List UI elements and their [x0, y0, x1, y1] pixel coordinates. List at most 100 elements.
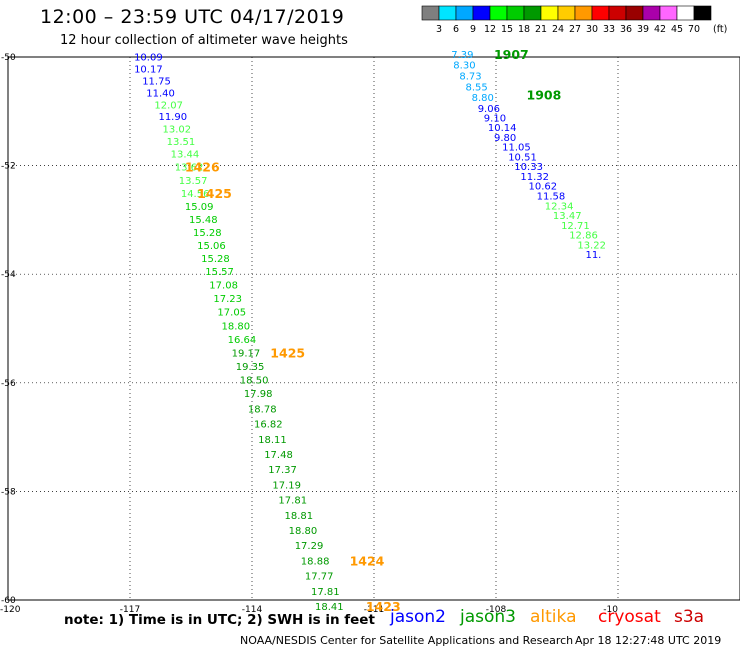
swh-point-label: 17.81	[278, 496, 307, 507]
colorbar-swatch	[438, 5, 457, 21]
colorbar-label: 27	[569, 24, 581, 35]
swh-point-label: 10.09	[134, 53, 163, 64]
swh-point-label: 17.05	[217, 308, 246, 319]
swh-point-label: 10.14	[488, 123, 517, 134]
colorbar-label: 21	[535, 24, 547, 35]
swh-point-label: 9.06	[478, 104, 500, 115]
x-tick-label: -108	[486, 605, 507, 615]
colorbar-label: 33	[603, 24, 615, 35]
chart-title: 12:00 – 23:59 UTC 04/17/2019	[40, 6, 345, 28]
swh-point-label: 14.56	[181, 189, 210, 200]
pass-time-label: 1907	[494, 47, 529, 62]
swh-point-label: 18.11	[258, 435, 287, 446]
time-labels: 1426 1425 1425 1424 1423 1907 1908	[185, 47, 561, 614]
colorbar-label: 36	[620, 24, 632, 35]
y-tick-label: -58	[1, 487, 16, 497]
satellite-legend-altika: altika	[530, 607, 577, 627]
y-tick-label: -60	[1, 596, 16, 606]
x-tick-label: -10	[603, 605, 618, 615]
swh-point-label: 16.64	[228, 335, 257, 346]
legend-note: note: 1) Time is in UTC; 2) SWH is in fe…	[64, 612, 375, 628]
swh-point-label: 18.80	[222, 321, 251, 332]
swh-point-label: 18.41	[315, 602, 344, 613]
colorbar-swatch	[591, 5, 610, 21]
colorbar-swatch	[574, 5, 593, 21]
x-tick-label: -114	[242, 605, 263, 615]
colorbar-label: 42	[654, 24, 666, 35]
swh-point-label: 8.30	[453, 61, 475, 72]
swh-point-label: 9.80	[494, 133, 516, 144]
pass-time-label: 1425	[270, 345, 305, 360]
swh-point-label: 13.51	[167, 137, 196, 148]
colorbar	[421, 5, 712, 21]
swh-point-label: 17.98	[244, 389, 273, 400]
colorbar-label: 30	[586, 24, 598, 35]
colorbar-label: 6	[453, 24, 459, 35]
swh-point-label: 17.08	[209, 281, 238, 292]
colorbar-swatch	[523, 5, 542, 21]
swh-point-label: 17.29	[295, 541, 324, 552]
y-tick-labels: -50 -52 -54 -56 -58 -60	[1, 53, 16, 606]
swh-point-label: 18.80	[289, 526, 318, 537]
swh-point-label: 15.09	[185, 202, 214, 213]
colorbar-swatch	[676, 5, 695, 21]
colorbar-label: 12	[484, 24, 496, 35]
colorbar-swatch	[693, 5, 712, 21]
swh-point-label: 10.17	[134, 64, 163, 75]
swh-point-label: 17.81	[311, 587, 340, 598]
map-grid	[7, 56, 740, 601]
swh-point-label: 9.10	[484, 113, 506, 124]
swh-point-label: 17.37	[268, 465, 297, 476]
swh-point-label: 12.34	[545, 201, 574, 212]
swh-point-label: 13.57	[179, 176, 208, 187]
colorbar-swatch	[659, 5, 678, 21]
swh-point-label: 11.32	[520, 172, 549, 183]
swh-point-label: 13.47	[553, 211, 582, 222]
pass-time-label: 1423	[366, 599, 401, 614]
footer-credit: NOAA/NESDIS Center for Satellite Applica…	[240, 634, 574, 647]
colorbar-swatch	[625, 5, 644, 21]
swh-point-label: 18.81	[285, 511, 314, 522]
colorbar-labels: 3 6 9 12 15 18 21 24 27 30 33 36 39 42 45 70 (ft)	[436, 24, 727, 35]
pass-time-label: 1425	[197, 186, 232, 201]
swh-point-label: 13.62	[175, 163, 204, 174]
colorbar-unit: (ft)	[713, 24, 727, 35]
swh-point-label: 15.48	[189, 215, 218, 226]
colorbar-swatch	[608, 5, 627, 21]
swh-point-label: 10.33	[514, 162, 543, 173]
swh-point-label: 18.88	[301, 556, 330, 567]
colorbar-label: 18	[518, 24, 530, 35]
x-tick-label: -111	[364, 605, 384, 615]
colorbar-swatch	[421, 5, 440, 21]
swh-point-label: 15.28	[201, 254, 230, 265]
swh-point-label: 19.35	[236, 362, 265, 373]
swh-point-label: 19.17	[232, 348, 261, 359]
swh-point-label: 12.86	[569, 231, 598, 242]
map-frame	[7, 56, 740, 601]
plot-border	[7, 56, 740, 601]
colorbar-swatch	[557, 5, 576, 21]
colorbar-swatch	[506, 5, 525, 21]
pass-time-label: 1426	[185, 160, 220, 175]
satellite-legend-jason3: jason3	[460, 607, 516, 627]
y-tick-label: -54	[1, 270, 16, 280]
swh-point-label: 8.73	[459, 72, 481, 83]
colorbar-label: 39	[637, 24, 649, 35]
swh-point-label: 16.82	[254, 420, 283, 431]
colorbar-swatch	[472, 5, 491, 21]
colorbar-label: 9	[470, 24, 476, 35]
colorbar-label: 24	[552, 24, 564, 35]
swh-point-label: 11.40	[146, 88, 175, 99]
colorbar-swatch	[489, 5, 508, 21]
swh-point-label: 8.55	[466, 82, 488, 93]
swh-point-label: 12.71	[561, 221, 590, 232]
swh-point-label: 17.48	[264, 450, 293, 461]
swh-point-label: 15.06	[197, 241, 226, 252]
y-tick-label: -56	[1, 379, 16, 389]
x-tick-labels: -120 -117 -114 -111 -108 -10	[0, 605, 618, 615]
colorbar-label: 3	[436, 24, 442, 35]
colorbar-label: 70	[688, 24, 700, 35]
pass-time-label: 1908	[527, 88, 562, 103]
